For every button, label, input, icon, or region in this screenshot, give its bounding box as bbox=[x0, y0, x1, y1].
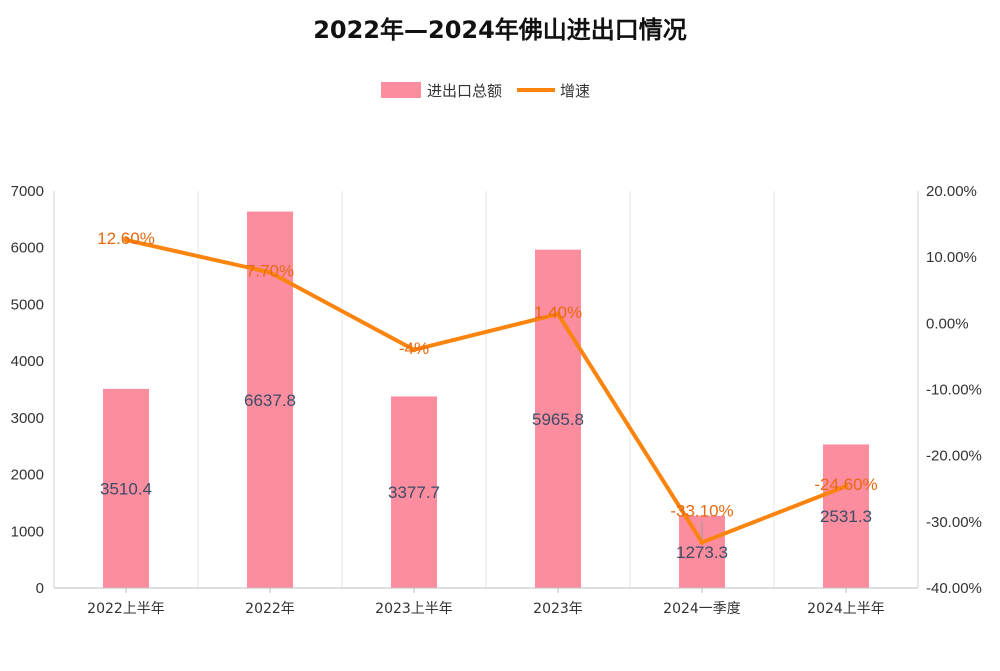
legend: 进出口总额 增速 bbox=[381, 82, 590, 100]
x-tick-label: 2022年 bbox=[245, 601, 295, 617]
growth-line bbox=[124, 237, 848, 545]
growth-line-series bbox=[123, 237, 849, 545]
left-tick-label: 5000 bbox=[11, 296, 44, 313]
bar bbox=[103, 388, 149, 588]
right-tick-label: -40.00% bbox=[926, 580, 982, 597]
right-tick-label: 0.00% bbox=[926, 315, 969, 332]
growth-point bbox=[843, 483, 849, 489]
growth-point bbox=[411, 347, 417, 353]
line-labels: 12.60% 7.70% -4% 1.40% -33.10% -24.60% bbox=[97, 229, 878, 540]
growth-point bbox=[123, 237, 129, 243]
bar-value-label: 2531.3 bbox=[820, 507, 872, 526]
growth-point bbox=[267, 269, 273, 275]
bar-value-label: 3377.7 bbox=[388, 483, 440, 502]
right-tick-label: -20.00% bbox=[926, 448, 982, 465]
bar-value-label: 5965.8 bbox=[532, 410, 584, 429]
right-tick-label: -10.00% bbox=[926, 382, 982, 399]
growth-value-label: -24.60% bbox=[814, 475, 877, 494]
x-tick-label: 2024一季度 bbox=[663, 601, 741, 617]
left-tick-label: 2000 bbox=[11, 467, 44, 484]
bar bbox=[535, 249, 581, 588]
legend-bar-label: 进出口总额 bbox=[427, 82, 502, 100]
legend-line-label: 增速 bbox=[560, 82, 590, 100]
left-tick-label: 6000 bbox=[11, 240, 44, 257]
left-tick-label: 1000 bbox=[11, 523, 44, 540]
grid bbox=[53, 191, 919, 588]
x-tick-label: 2022上半年 bbox=[87, 601, 165, 617]
x-tick-label: 2023年 bbox=[533, 601, 583, 617]
legend-bar-swatch bbox=[381, 82, 421, 98]
bar-labels: 3510.4 6637.8 3377.7 5965.8 1273.3 2531.3 bbox=[100, 391, 872, 562]
chart-title: 2022年—2024年佛山进出口情况 bbox=[313, 16, 687, 44]
growth-value-label: 7.70% bbox=[246, 261, 294, 280]
x-tick-label: 2023上半年 bbox=[375, 601, 453, 617]
x-axis: 2022上半年 2022年 2023上半年 2023年 2024一季度 2024上半年 bbox=[54, 587, 918, 617]
growth-value-label: 12.60% bbox=[97, 229, 155, 248]
bar-value-label: 6637.8 bbox=[244, 391, 296, 410]
bar-value-label: 1273.3 bbox=[676, 543, 728, 562]
right-tick-label: -30.00% bbox=[926, 514, 982, 531]
bar bbox=[823, 444, 869, 588]
growth-value-label: 1.40% bbox=[534, 303, 582, 322]
right-axis: -40.00% -30.00% -20.00% -10.00% 0.00% 10.00% 2… bbox=[926, 183, 982, 597]
bar-series bbox=[103, 211, 869, 588]
x-tick-label: 2024上半年 bbox=[807, 601, 885, 617]
growth-point bbox=[555, 311, 561, 317]
growth-value-label: -33.10% bbox=[670, 501, 733, 520]
left-tick-label: 7000 bbox=[11, 183, 44, 200]
bar-value-label: 3510.4 bbox=[100, 479, 152, 498]
left-tick-label: 3000 bbox=[11, 410, 44, 427]
growth-point bbox=[699, 539, 705, 545]
left-axis: 0 1000 2000 3000 4000 5000 6000 7000 bbox=[11, 183, 44, 597]
left-tick-label: 0 bbox=[36, 580, 44, 597]
right-tick-label: 20.00% bbox=[926, 183, 977, 200]
growth-value-label: -4% bbox=[399, 339, 429, 358]
left-tick-label: 4000 bbox=[11, 353, 44, 370]
right-tick-label: 10.00% bbox=[926, 249, 977, 266]
bar bbox=[391, 396, 437, 588]
